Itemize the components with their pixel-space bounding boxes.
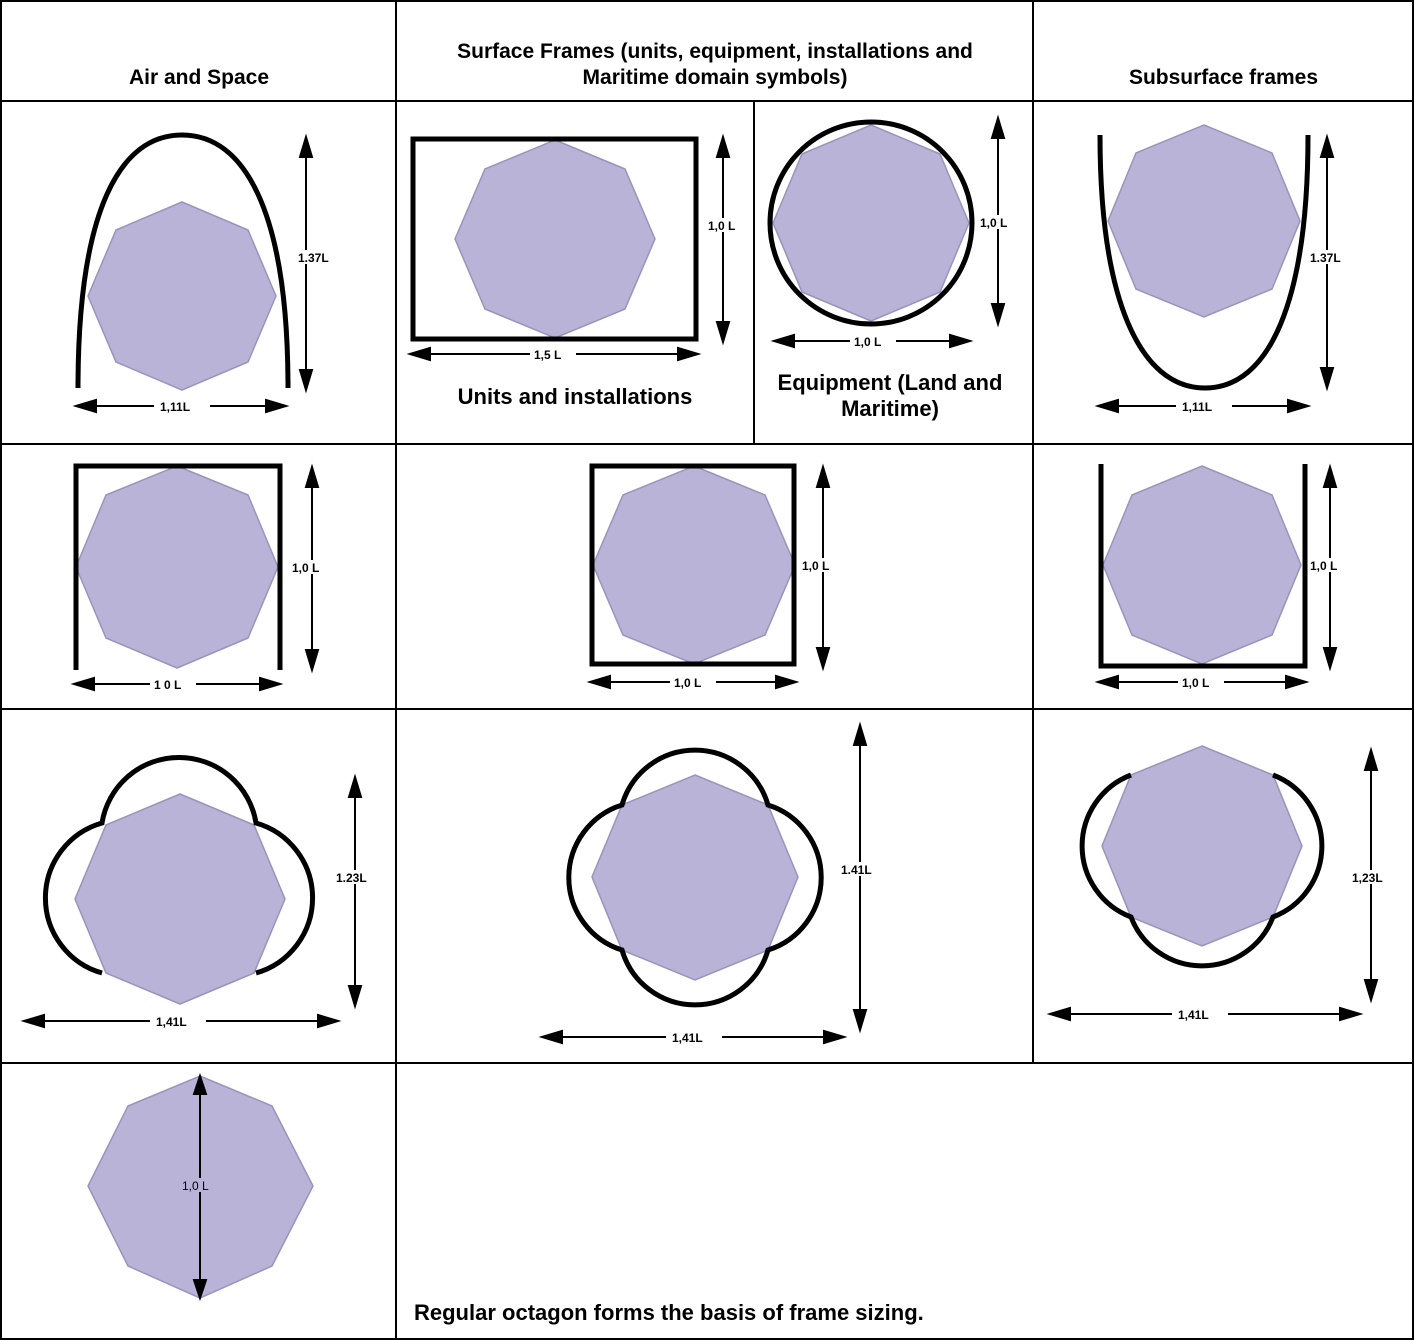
clover-frame bbox=[1079, 772, 1325, 969]
dim-label: 1,41L bbox=[1178, 1008, 1209, 1022]
dim-label: 1,0 L bbox=[1182, 676, 1209, 690]
octagon-shape bbox=[74, 793, 286, 1005]
u-shaped-frame bbox=[1097, 134, 1311, 391]
dim-label: 1.23L bbox=[336, 871, 367, 885]
octagon-shape bbox=[75, 465, 279, 669]
height-dimension-arrow bbox=[715, 133, 731, 346]
octagon-shape bbox=[1107, 124, 1301, 318]
dim-label: 1,23L bbox=[1352, 871, 1383, 885]
dim-label: 1,0 L bbox=[854, 335, 881, 349]
header-air-and-space: Air and Space bbox=[128, 66, 270, 89]
octagon-shape bbox=[772, 124, 970, 322]
dim-label: 1,0 L bbox=[708, 219, 735, 233]
dome-frame bbox=[75, 132, 291, 389]
octagon-shape bbox=[1101, 745, 1303, 947]
width-dimension-arrow bbox=[20, 1013, 342, 1029]
height-dimension-arrow bbox=[852, 721, 868, 1034]
dim-label: 1,0 L bbox=[292, 561, 319, 575]
header-subsurface-frames: Subsurface frames bbox=[1128, 66, 1319, 89]
open-top-frame bbox=[1098, 464, 1308, 669]
clover-frame bbox=[566, 747, 824, 1008]
dim-label: 1.37L bbox=[1310, 251, 1341, 265]
dim-label: 1,0 L bbox=[802, 559, 829, 573]
dim-label: 1,0 L bbox=[674, 676, 701, 690]
dim-label: 1,11L bbox=[160, 400, 190, 414]
octagon-shape bbox=[87, 201, 277, 391]
dim-label: 1,41L bbox=[156, 1015, 187, 1029]
dim-label: 1,0 L bbox=[980, 216, 1007, 230]
height-dimension-arrow bbox=[347, 773, 363, 1010]
dim-label: 1,41L bbox=[672, 1031, 703, 1045]
caption-units-and-installations: Units and installations bbox=[457, 384, 693, 409]
dim-label: 1.37L bbox=[298, 251, 329, 265]
dim-label: 1.41L bbox=[841, 863, 872, 877]
dim-label: 1 0 L bbox=[154, 678, 181, 692]
dim-label: 1,5 L bbox=[534, 348, 561, 362]
dim-label: 1,0 L bbox=[182, 1179, 209, 1193]
octagon-shape bbox=[591, 774, 799, 981]
square-frame bbox=[589, 463, 797, 667]
clover-frame bbox=[42, 754, 316, 976]
rectangle-frame bbox=[410, 136, 699, 342]
caption-equipment: Equipment (Land and Maritime) bbox=[777, 370, 1003, 421]
caption-octagon-basis: Regular octagon forms the basis of frame… bbox=[414, 1300, 924, 1325]
header-surface-frames: Surface Frames (units, equipment, instal… bbox=[457, 40, 973, 89]
dim-label: 1,0 L bbox=[1310, 559, 1337, 573]
dim-label: 1,11L bbox=[1182, 400, 1212, 414]
open-bottom-frame bbox=[73, 463, 283, 670]
circle-frame bbox=[767, 119, 975, 327]
